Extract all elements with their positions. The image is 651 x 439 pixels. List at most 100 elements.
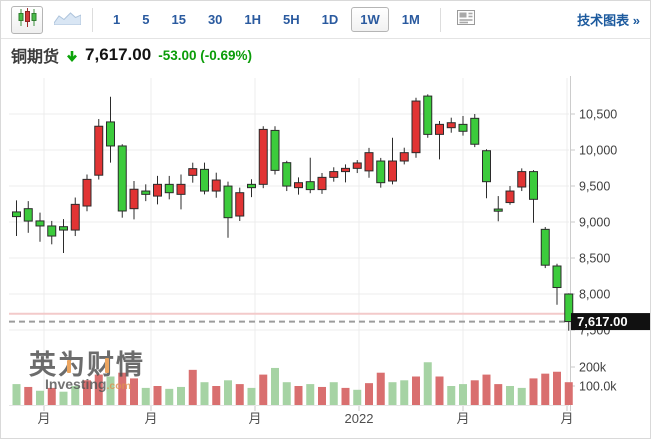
area-chart-icon — [53, 10, 81, 30]
volume-bar — [200, 382, 209, 405]
volume-bar — [94, 374, 103, 405]
last-price: 7,617.00 — [85, 45, 152, 64]
price-axis-label: 8,000 — [579, 288, 610, 302]
volume-bar — [71, 386, 80, 405]
candle-body — [282, 162, 292, 187]
timeframe-button-1[interactable]: 1 — [113, 12, 121, 27]
candle-body — [399, 152, 409, 162]
candle-body — [435, 123, 444, 135]
quote-header: 铜期货 7,617.00 -53.00 (-0.69%) — [11, 42, 252, 68]
candle-body — [223, 185, 233, 219]
news-panel-button[interactable] — [450, 6, 482, 34]
volume-bar — [235, 384, 244, 405]
volume-bar — [259, 374, 268, 405]
candlestick-chart-type-button[interactable] — [11, 5, 43, 34]
candle-body — [141, 190, 151, 195]
volume-bar — [282, 382, 291, 405]
volume-axis-label: 200k — [579, 361, 607, 375]
x-axis-label: 2022 — [345, 411, 374, 426]
candle-body — [305, 181, 315, 191]
candle-body — [270, 129, 280, 171]
volume-bar — [553, 371, 561, 405]
volume-bar — [294, 386, 303, 405]
volume-bar — [130, 378, 138, 405]
candle-body — [94, 125, 104, 176]
volume-bar — [247, 387, 256, 405]
timeframe-button-1M[interactable]: 1M — [401, 12, 420, 27]
arrow-down-icon — [66, 50, 78, 63]
timeframe-button-15[interactable]: 15 — [171, 12, 186, 27]
price-change: -53.00 (-0.69%) — [158, 47, 253, 63]
candle-body — [317, 176, 327, 191]
candle-body — [540, 228, 550, 266]
candle-body — [176, 183, 186, 195]
candle-body — [411, 100, 421, 154]
volume-bar — [24, 386, 33, 405]
candle-body — [235, 192, 245, 217]
candle-body — [458, 123, 468, 132]
price-axis-label: 9,000 — [579, 216, 610, 230]
volume-bar — [470, 380, 479, 405]
volume-bar — [564, 382, 573, 405]
candle-body — [164, 183, 174, 194]
volume-bar — [153, 386, 162, 405]
technical-chart-link[interactable]: 技术图表 » — [577, 13, 640, 28]
volume-bar — [36, 390, 44, 405]
volume-bar — [341, 387, 350, 405]
volume-bar — [59, 391, 68, 405]
last-price-tag-label: 7,617.00 — [577, 314, 628, 329]
candle-body — [446, 122, 456, 129]
volume-bar — [388, 382, 397, 405]
candle-body — [70, 203, 80, 231]
timeframe-button-5[interactable]: 5 — [142, 12, 150, 27]
volume-bar — [83, 380, 91, 405]
candle-body — [35, 220, 45, 227]
candle-body — [529, 171, 538, 200]
volume-bar — [517, 387, 526, 405]
volume-bar — [165, 388, 174, 405]
timeframe-button-1W[interactable]: 1W — [351, 7, 389, 32]
timeframe-button-30[interactable]: 30 — [207, 12, 223, 27]
candle-body — [505, 190, 515, 204]
price-axis-label: 10,500 — [579, 108, 617, 122]
candle-body — [482, 150, 491, 183]
candle-body — [82, 178, 92, 207]
timeframe-button-1D[interactable]: 1D — [321, 12, 339, 27]
candle-body — [12, 211, 21, 218]
candle-body — [153, 183, 162, 197]
x-axis-label: 月 — [248, 411, 261, 426]
candle-body — [200, 168, 209, 192]
candle-body — [211, 179, 221, 192]
volume-bar — [400, 380, 409, 405]
candle-body — [106, 121, 115, 147]
candlestick-icon — [17, 7, 38, 32]
candle-body — [294, 182, 303, 189]
volume-bar — [423, 362, 432, 405]
candle-body — [188, 168, 198, 176]
candle-body — [129, 188, 139, 210]
candlestick-chart-canvas[interactable]: 10,50010,0009,5009,0008,5008,0007,500月月月… — [1, 74, 651, 439]
volume-bar — [106, 376, 115, 405]
candle-body — [247, 183, 256, 189]
timeframe-button-5H[interactable]: 5H — [283, 12, 300, 27]
candle-body — [552, 265, 562, 289]
area-chart-type-button[interactable] — [51, 6, 83, 34]
volume-bar — [12, 384, 21, 405]
volume-bar — [435, 376, 444, 405]
volume-bar — [141, 387, 150, 405]
candle-body — [493, 208, 503, 212]
timeframe-button-1H[interactable]: 1H — [244, 12, 262, 27]
chart-toolbar: 1 5 15 30 1H 5H 1D 1W 1M 技术图表 » — [1, 1, 650, 39]
x-axis-label: 月 — [560, 411, 573, 426]
volume-bar — [224, 380, 232, 405]
candle-body — [564, 293, 574, 323]
volume-bar — [376, 372, 385, 405]
price-axis-label: 9,500 — [579, 180, 610, 194]
volume-bar — [318, 386, 326, 405]
timeframe-group: 1 5 15 30 1H 5H 1D 1W 1M — [102, 7, 431, 32]
candle-body — [329, 171, 339, 178]
volume-bar — [529, 378, 538, 405]
instrument-name: 铜期货 — [11, 49, 60, 66]
volume-bar — [329, 382, 338, 405]
volume-bar — [118, 372, 127, 405]
